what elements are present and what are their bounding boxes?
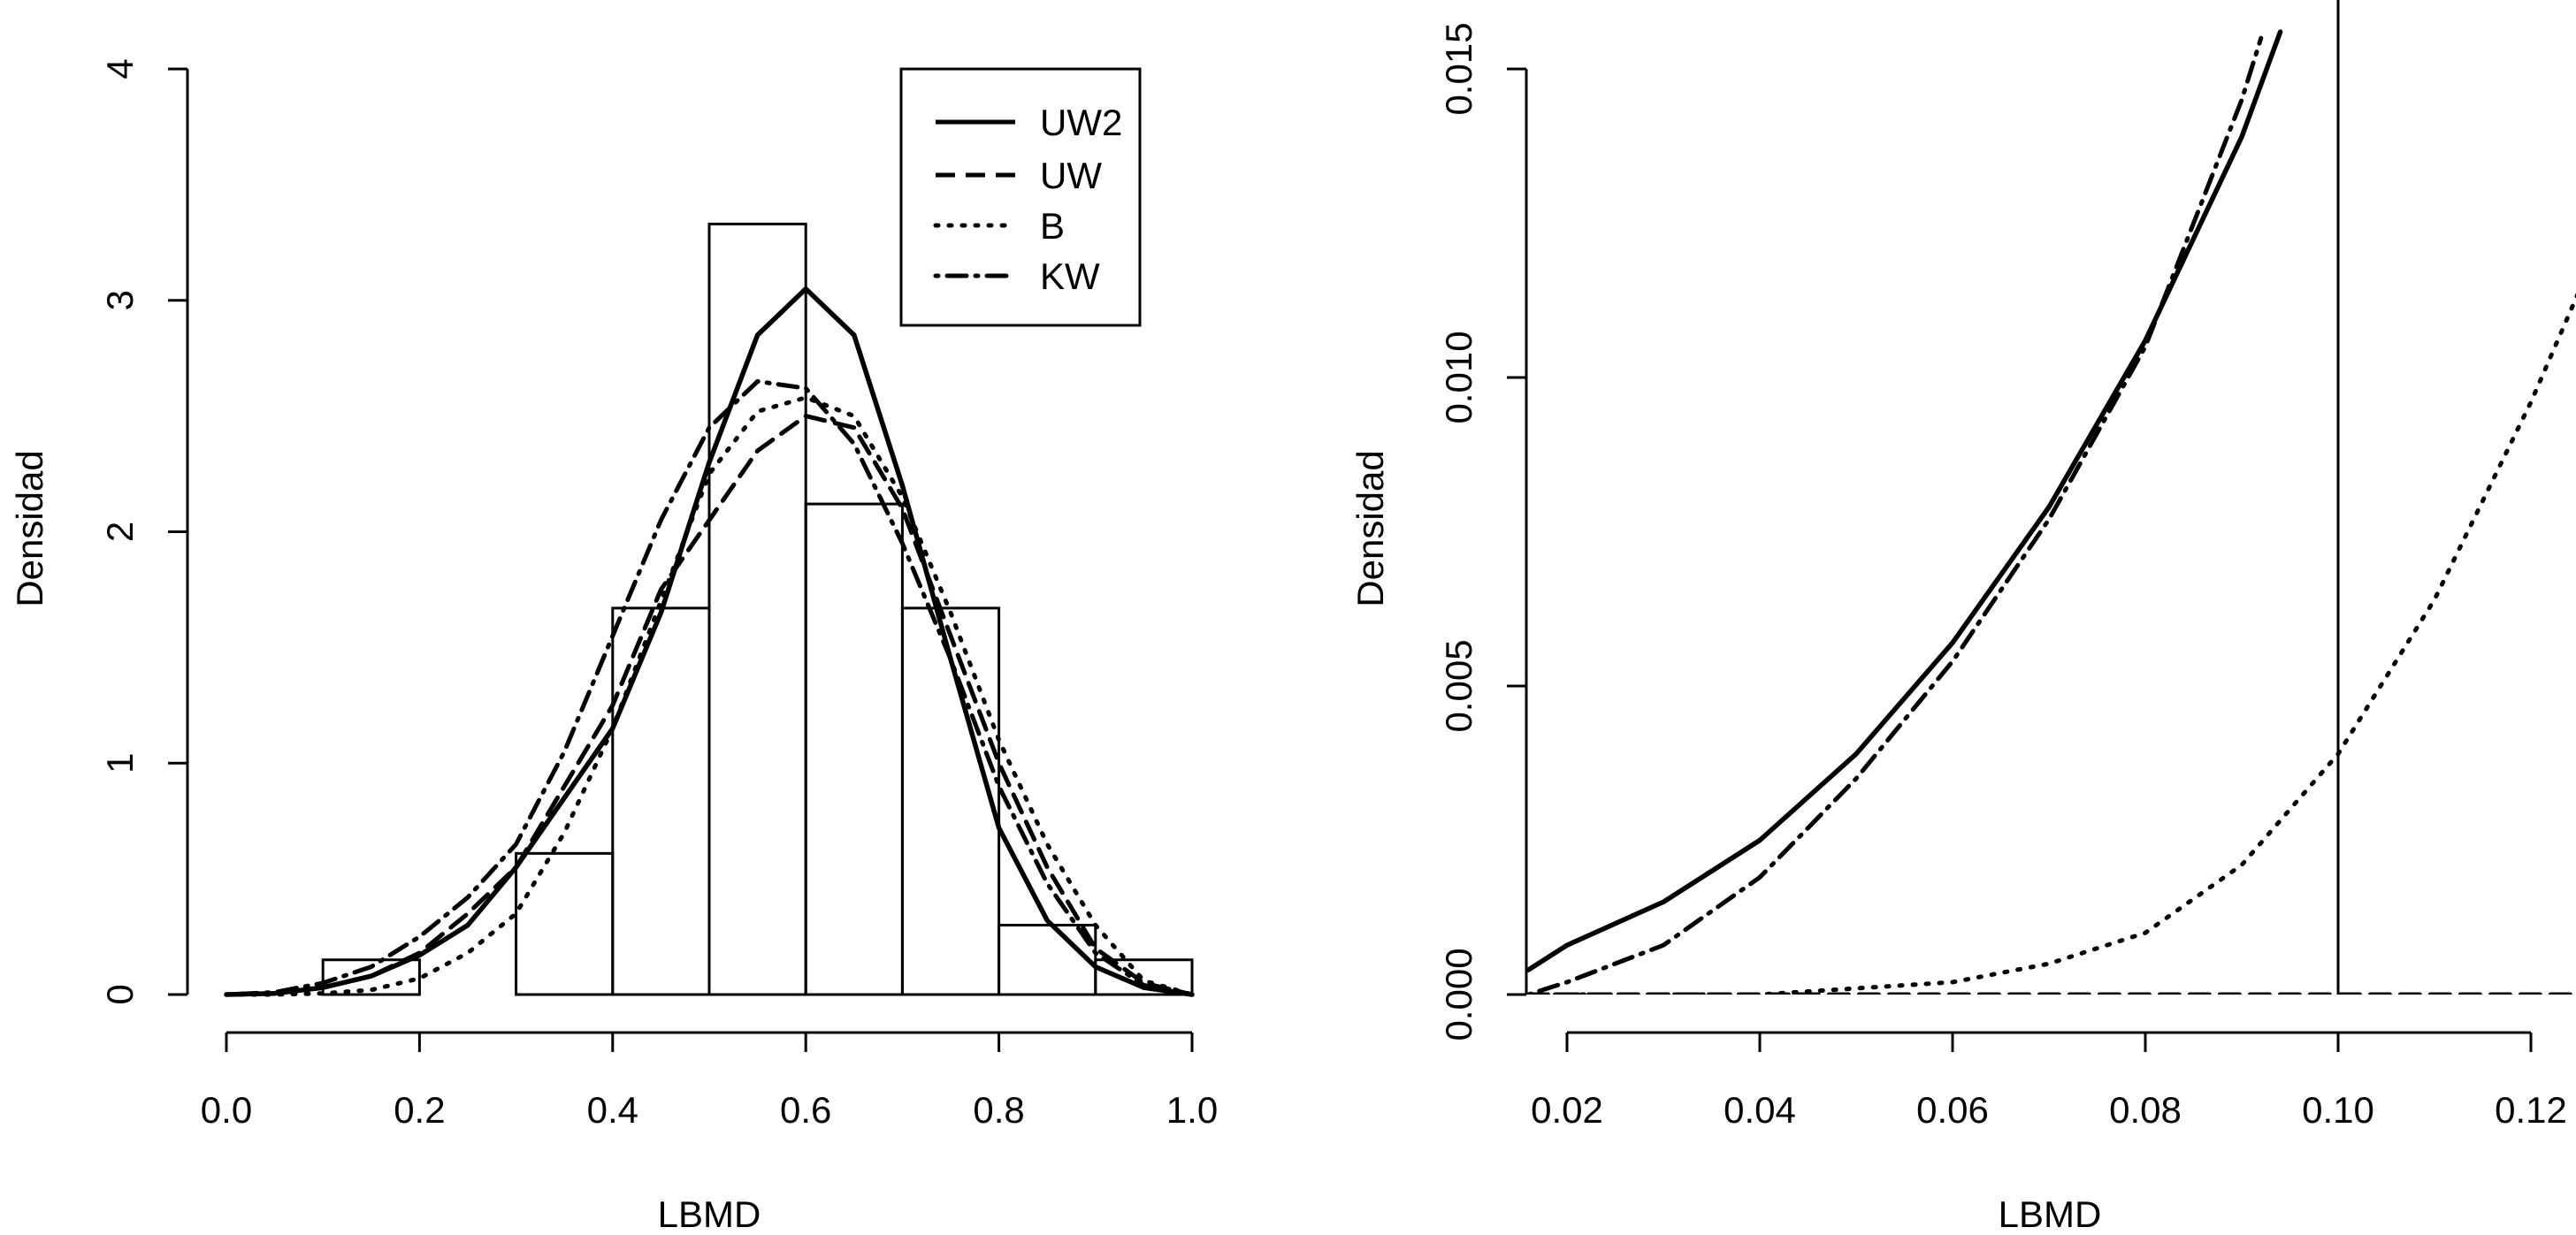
x-tick-label: 0.8 xyxy=(973,1089,1024,1131)
x-axis: 0.02 0.04 0.06 0.08 0.10 0.12 xyxy=(1531,1031,2567,1131)
right-zoom-panel: 0.02 0.04 0.06 0.08 0.10 0.12 0.000 0.005 0.010… xyxy=(1349,0,2576,1235)
legend-label-kw: KW xyxy=(1040,255,1100,297)
x-axis-title: LBMD xyxy=(1999,1193,2102,1235)
y-axis: 0.000 0.005 0.010 0.015 xyxy=(1438,22,1528,1041)
x-tick-label: 0.08 xyxy=(2109,1089,2182,1131)
x-tick-label: 0.2 xyxy=(394,1089,445,1131)
y-tick-label: 0 xyxy=(99,984,141,1004)
y-tick-label: 0.000 xyxy=(1438,948,1479,1041)
legend-label-b: B xyxy=(1040,205,1065,247)
x-tick-label: 0.04 xyxy=(1724,1089,1796,1131)
y-tick-label: 2 xyxy=(99,522,141,542)
y-tick-label: 4 xyxy=(99,58,141,79)
x-tick-label: 0.0 xyxy=(201,1089,252,1131)
legend-label-uw2: UW2 xyxy=(1040,102,1122,143)
legend-box xyxy=(899,67,1142,327)
histogram-bar-0 xyxy=(321,958,421,996)
y-axis-title: Densidad xyxy=(9,450,50,606)
y-tick-label: 0.010 xyxy=(1438,331,1479,423)
y-tick-label: 1 xyxy=(99,753,141,774)
histogram-bars xyxy=(321,222,1194,996)
y-tick-label: 0.005 xyxy=(1438,639,1479,732)
density-curve-b xyxy=(224,395,1195,997)
x-axis: 0.0 0.2 0.4 0.6 0.8 1.0 xyxy=(201,1031,1218,1131)
x-tick-label: 1.0 xyxy=(1166,1089,1218,1131)
y-axis-title: Densidad xyxy=(1349,450,1391,606)
y-tick-label: 0.015 xyxy=(1438,22,1479,115)
histogram-bar-6 xyxy=(900,606,1001,996)
y-axis: 0 1 2 3 4 xyxy=(99,58,189,1005)
zoom-density-curves xyxy=(1525,0,2576,995)
x-tick-label: 0.06 xyxy=(1916,1089,1989,1131)
histogram-bar-2 xyxy=(515,851,615,996)
legend-label-uw: UW xyxy=(1040,155,1102,196)
legend: UW2 UW B KW xyxy=(899,67,1142,327)
x-tick-label: 0.6 xyxy=(780,1089,831,1131)
x-tick-label: 0.10 xyxy=(2302,1089,2374,1131)
x-axis-title: LBMD xyxy=(658,1193,761,1235)
left-histogram-panel: 0.0 0.2 0.4 0.6 0.8 1.0 0 1 2 3 4 LBMD Densidad U… xyxy=(9,58,1218,1235)
zoom-curve-uw2 xyxy=(1525,29,2283,972)
zoom-curve-kw xyxy=(1525,35,2264,995)
x-tick-label: 0.12 xyxy=(2495,1089,2567,1131)
y-tick-label: 3 xyxy=(99,290,141,310)
density-curve-kw xyxy=(224,378,1195,997)
x-tick-label: 0.4 xyxy=(587,1089,638,1131)
histogram-bar-5 xyxy=(804,502,904,996)
x-tick-label: 0.02 xyxy=(1531,1089,1603,1131)
density-curves xyxy=(224,286,1195,997)
density-curve-uw xyxy=(224,414,1195,997)
histogram-bar-8 xyxy=(1094,958,1194,996)
